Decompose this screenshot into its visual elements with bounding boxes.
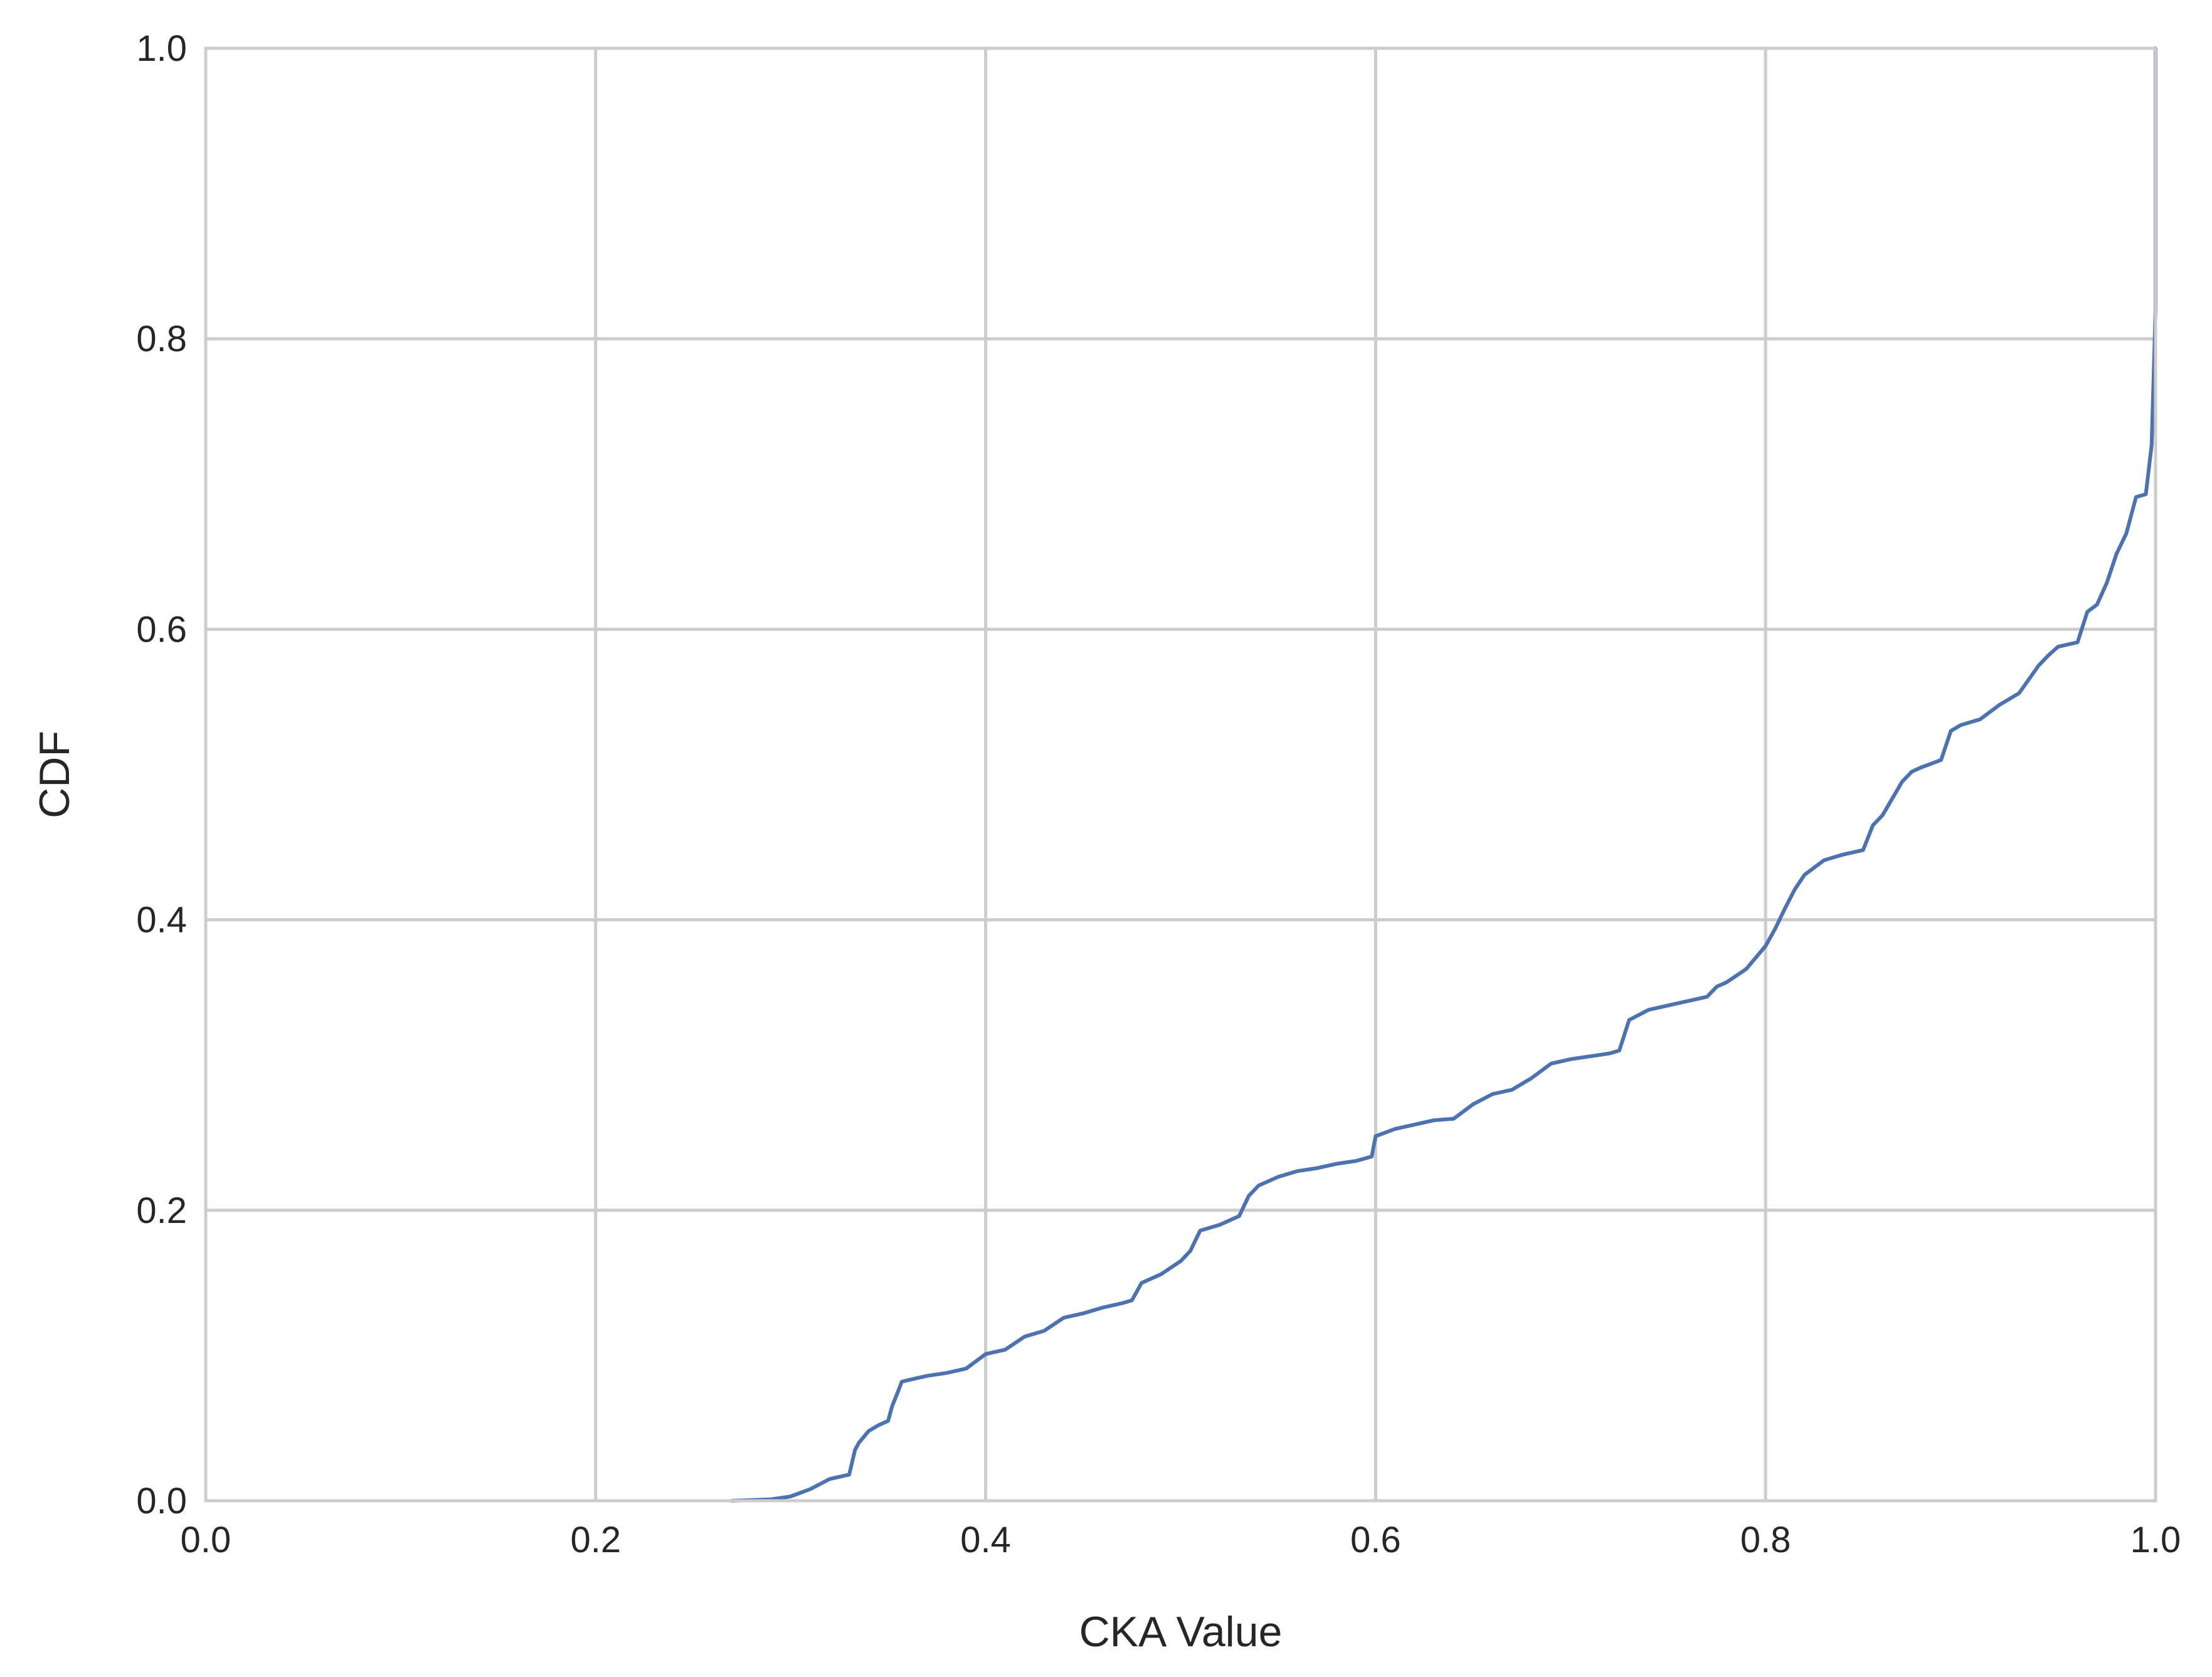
y-tick-label: 0.4	[136, 900, 187, 941]
y-gridlines	[206, 46, 2156, 1503]
plot-frame	[204, 46, 2157, 1503]
x-tick-label: 0.2	[570, 1520, 621, 1560]
x-tick-label: 0.4	[960, 1520, 1011, 1560]
x-axis-label: CKA Value	[1079, 1608, 1283, 1656]
cdf-series-line	[730, 46, 2157, 1503]
y-tick-labels: 0.0 0.2 0.4 0.6 0.8 1.0	[136, 28, 187, 1521]
y-tick-label: 0.8	[136, 319, 187, 359]
y-tick-label: 1.0	[136, 28, 187, 69]
x-tick-label: 1.0	[2130, 1520, 2181, 1560]
y-tick-label: 0.6	[136, 609, 187, 650]
x-tick-label: 0.6	[1350, 1520, 1401, 1560]
x-tick-labels: 0.0 0.2 0.4 0.6 0.8 1.0	[181, 1520, 2181, 1560]
y-axis-label: CDF	[31, 731, 78, 818]
y-tick-label: 0.2	[136, 1190, 187, 1231]
x-tick-label: 0.0	[181, 1520, 231, 1560]
y-tick-label: 0.0	[136, 1481, 187, 1521]
x-tick-label: 0.8	[1740, 1520, 1791, 1560]
x-gridlines	[204, 48, 2157, 1501]
